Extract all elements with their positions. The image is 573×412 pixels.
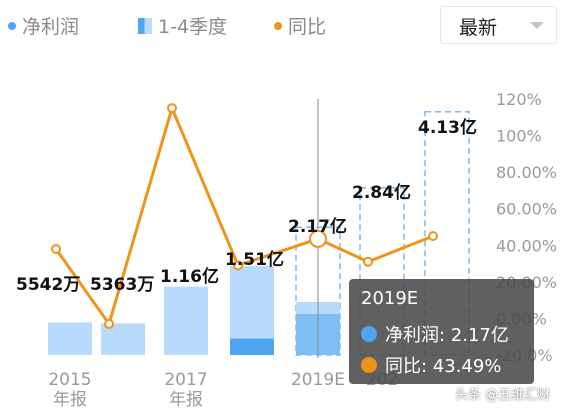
chevron-down-icon xyxy=(530,22,544,29)
x-axis-tick-label: 2017 xyxy=(164,370,207,390)
bar-value-label: 5542万 xyxy=(16,275,80,295)
legend-net-profit[interactable]: 净利润 xyxy=(8,12,79,39)
legend-net-profit-label: 净利润 xyxy=(22,16,80,38)
yoy-point-selected xyxy=(309,229,327,248)
x-axis-tick-label: 年报 xyxy=(169,390,203,410)
tooltip-net-dot-icon xyxy=(361,326,377,342)
legend-bar-icon xyxy=(138,17,152,34)
yoy-point xyxy=(428,231,438,242)
bar-value-label: 2.84亿 xyxy=(352,182,411,203)
bar-value-label: 5363万 xyxy=(90,275,154,295)
bar-value-label: 1.16亿 xyxy=(160,266,219,287)
bar-estimated xyxy=(424,111,470,356)
chart-tooltip: 2019E 净利润: 2.17亿 同比: 43.49% xyxy=(349,279,534,384)
dropdown-selected-label: 最新 xyxy=(459,17,498,39)
tooltip-title: 2019E xyxy=(361,288,419,309)
y-axis-tick-label: 60.00% xyxy=(496,200,557,219)
y-axis-tick-label: 40.00% xyxy=(496,236,557,255)
y-axis-tick-label: 120% xyxy=(496,90,542,109)
x-axis-tick-label: 2015 xyxy=(48,370,91,390)
tooltip-yoy-row: 同比: 43.49% xyxy=(361,352,501,378)
legend-dot-icon xyxy=(274,21,282,30)
x-axis-tick-label: 年报 xyxy=(53,390,87,410)
y-axis-tick-label: 100% xyxy=(496,127,542,146)
yoy-point xyxy=(51,243,61,254)
tooltip-net-label: 净利润: 2.17亿 xyxy=(385,325,509,346)
legend-yoy-label: 同比 xyxy=(288,16,327,38)
bar-value-label: 4.13亿 xyxy=(418,117,477,138)
yoy-point xyxy=(363,256,373,267)
tooltip-net-row: 净利润: 2.17亿 xyxy=(361,321,509,347)
tooltip-yoy-label: 同比: 43.49% xyxy=(385,356,502,377)
yoy-point xyxy=(167,103,177,114)
yoy-point xyxy=(233,260,243,271)
y-axis-tick-label: 80.00% xyxy=(496,163,557,182)
bar xyxy=(48,322,92,355)
tooltip-yoy-dot-icon xyxy=(361,357,377,373)
bar-quarter-segment xyxy=(230,338,274,355)
yoy-point xyxy=(104,318,114,329)
watermark: 头条 @五维汇财 xyxy=(455,388,551,403)
legend-dot-icon xyxy=(8,21,16,30)
bar xyxy=(164,286,208,355)
legend-quarters-label: 1-4季度 xyxy=(158,16,228,38)
chart-legend: 净利润 1-4季度 同比 最新 xyxy=(0,0,573,50)
bar-value-label: 2.17亿 xyxy=(288,216,347,237)
period-dropdown[interactable]: 最新 xyxy=(440,6,557,44)
bar-value-label: 1.51亿 xyxy=(225,249,284,270)
x-axis-tick-label: 2019E xyxy=(291,370,345,390)
legend-yoy[interactable]: 同比 xyxy=(274,12,326,39)
legend-quarters[interactable]: 1-4季度 xyxy=(138,12,227,39)
